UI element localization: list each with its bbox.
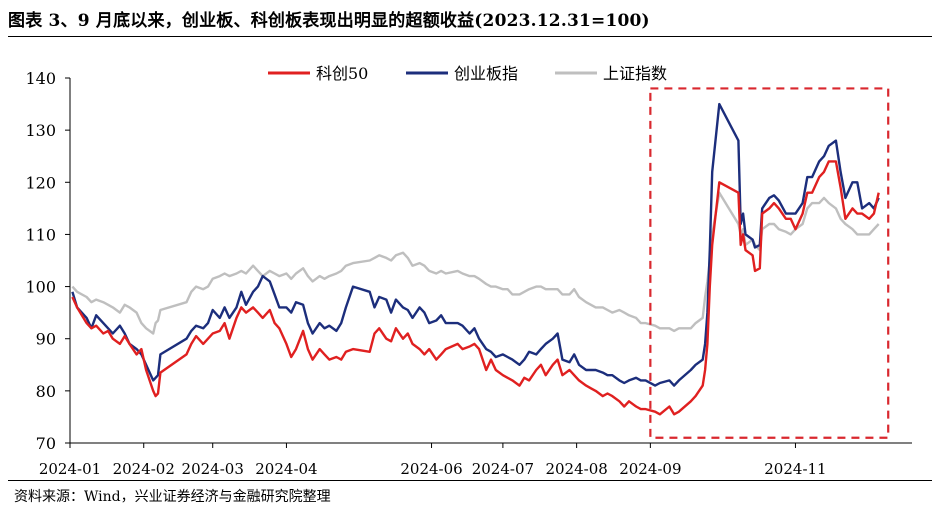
- source-divider: [8, 480, 932, 481]
- x-tick-label: 2024-09: [619, 460, 681, 478]
- x-tick-label: 2024-02: [113, 460, 175, 478]
- legend-label-1: 创业板指: [454, 64, 518, 83]
- series-line-0: [71, 160, 880, 416]
- line-chart: 70 80 90 100 110 120 130 140 2024-01 2024-02 2024-…: [25, 64, 912, 478]
- y-tick-label: 90: [36, 330, 56, 349]
- x-tick-label: 2024-11: [764, 460, 826, 478]
- legend-label-2: 上证指数: [603, 64, 667, 83]
- y-tick-label: 140: [25, 69, 56, 88]
- x-tick-label: 2024-08: [545, 460, 607, 478]
- y-tick-label: 120: [25, 173, 56, 192]
- y-tick-label: 130: [25, 121, 56, 140]
- legend-label-0: 科创50: [316, 64, 368, 83]
- x-tick-label: 2024-06: [400, 460, 462, 478]
- series-line-2: [71, 191, 880, 335]
- figure-title: 图表 3、9 月底以来，创业板、科创板表现出明显的超额收益(2023.12.31…: [8, 11, 650, 31]
- x-tick-label: 2024-07: [472, 460, 534, 478]
- y-tick-label: 110: [25, 225, 56, 244]
- series-line-1: [71, 102, 880, 387]
- title-divider: [8, 36, 932, 37]
- y-tick-label: 70: [36, 434, 56, 453]
- y-tick-label: 100: [25, 278, 56, 297]
- highlight-box: [649, 87, 890, 439]
- x-tick-label: 2024-04: [255, 460, 317, 478]
- x-tick-label: 2024-01: [39, 460, 101, 478]
- y-tick-label: 80: [36, 382, 56, 401]
- x-tick-label: 2024-03: [182, 460, 244, 478]
- source-note: 资料来源：Wind，兴业证券经济与金融研究院整理: [14, 489, 331, 505]
